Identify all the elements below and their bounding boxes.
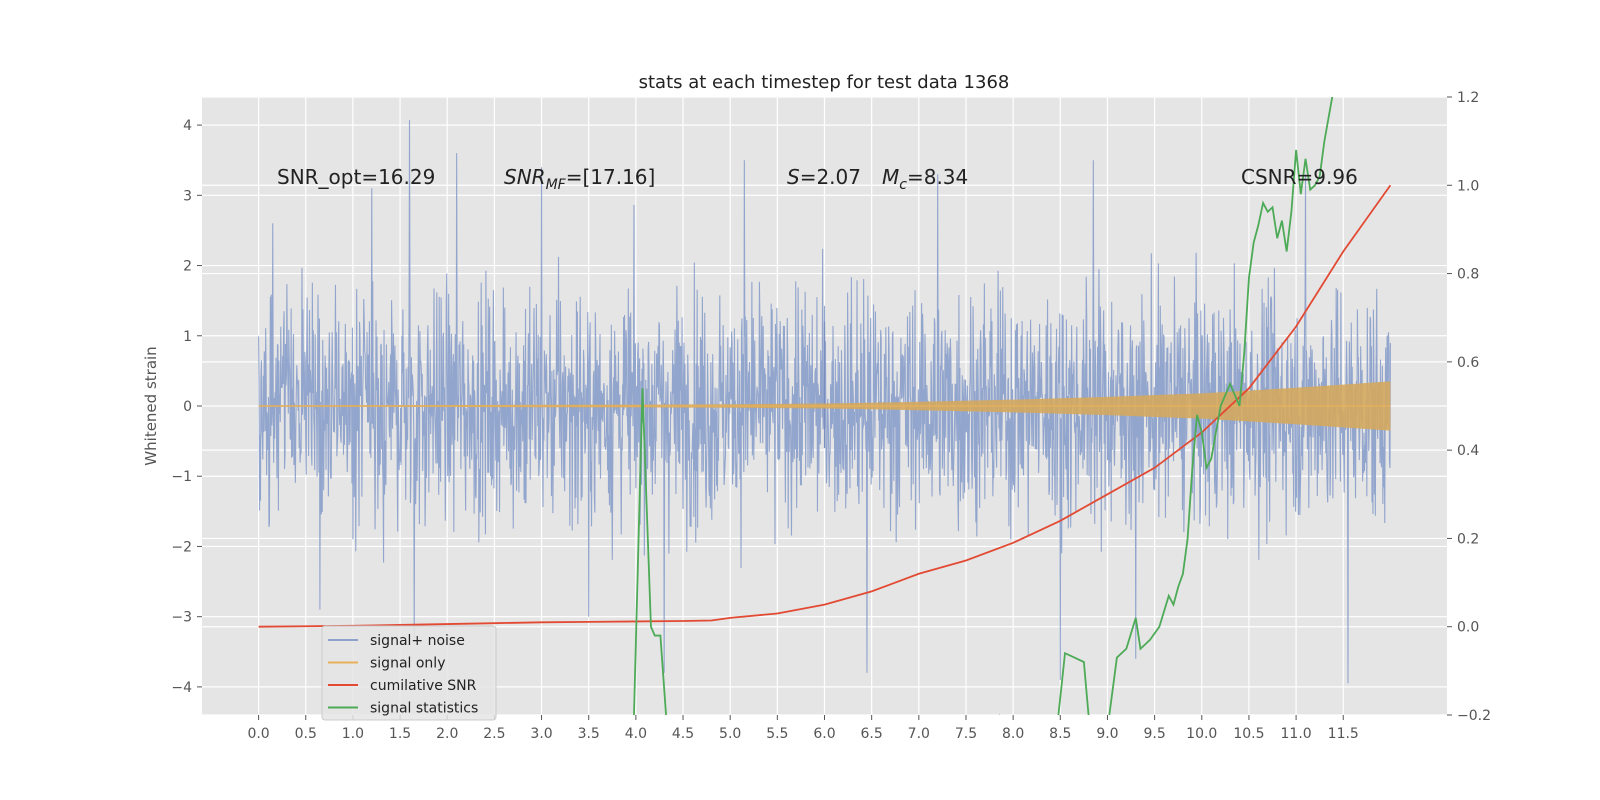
- right-y-tick-label: 0.8: [1457, 267, 1479, 283]
- y-tick-label: 1: [183, 329, 192, 345]
- series-signal-statistics-segment: [633, 388, 667, 715]
- x-tick-label: 3.0: [530, 726, 552, 742]
- right-y-tick-label: 0.6: [1457, 355, 1479, 371]
- x-tick-label: 8.5: [1049, 726, 1071, 742]
- x-tick-label: 9.5: [1143, 726, 1165, 742]
- x-tick-label: 10.0: [1186, 726, 1217, 742]
- data-layer: [258, 97, 1392, 715]
- x-tick-label: 4.5: [672, 726, 694, 742]
- x-tick-label: 7.0: [908, 726, 930, 742]
- x-tick-label: 9.0: [1096, 726, 1118, 742]
- x-tick-label: 1.5: [389, 726, 411, 742]
- y-axis-label: Whitened strain: [142, 346, 160, 465]
- y-tick-label: −2: [171, 539, 192, 555]
- annotation-s-var: S: [787, 165, 800, 189]
- x-tick-label: 3.5: [578, 726, 600, 742]
- series-signal-statistics-segment: [1057, 651, 1090, 715]
- x-tick-label: 10.5: [1233, 726, 1264, 742]
- annotation-snr-mf-main: SNR: [504, 165, 546, 189]
- x-tick-label: 0.0: [247, 726, 269, 742]
- right-y-tick-label: 1.2: [1457, 90, 1479, 106]
- y-tick-label: 0: [183, 399, 192, 415]
- legend-label: cumilative SNR: [370, 678, 477, 694]
- annotation-snr-mf-sub: MF: [546, 177, 567, 193]
- annotation-s: S=2.07: [787, 165, 861, 189]
- y-tick-label: −3: [171, 610, 192, 626]
- annotation-mc-value: =8.34: [907, 165, 968, 189]
- annotation-mc-sub: c: [899, 177, 907, 193]
- x-tick-label: 6.0: [813, 726, 835, 742]
- x-tick-label: 4.0: [625, 726, 647, 742]
- x-tick-label: 8.0: [1002, 726, 1024, 742]
- y-tick-label: 2: [183, 259, 192, 275]
- annotation-mc-var: M: [882, 165, 899, 189]
- annotation-snr-mf-value: =[17.16]: [566, 165, 656, 189]
- right-y-tick-label: 0.4: [1457, 443, 1479, 459]
- x-tick-label: 11.5: [1328, 726, 1359, 742]
- right-y-tick-label: 0.2: [1457, 531, 1479, 547]
- legend-label: signal statistics: [370, 701, 478, 717]
- series-signal-noise: [258, 120, 1391, 684]
- y-tick-label: 3: [183, 188, 192, 204]
- right-y-tick-label: −0.2: [1457, 708, 1491, 724]
- axes: 0.0 0.5 1.0 1.5 2.0 2.5 3.0 3.5 4.0 4.5 5.0 5.5 6.0 6…: [171, 90, 1491, 742]
- chart-title: stats at each timestep for test data 136…: [639, 72, 1010, 93]
- x-tick-label: 5.5: [766, 726, 788, 742]
- annotation-snr-opt: SNR_opt=16.29: [277, 165, 435, 189]
- x-tick-label: 2.0: [436, 726, 458, 742]
- x-tick-label: 2.5: [483, 726, 505, 742]
- x-tick-label: 5.0: [719, 726, 741, 742]
- x-tick-label: 1.0: [342, 726, 364, 742]
- y-tick-label: −1: [171, 469, 192, 485]
- series-cumulative-snr: [258, 184, 1392, 628]
- x-tick-label: 7.5: [955, 726, 977, 742]
- y-tick-label: 4: [183, 118, 192, 134]
- x-tick-label: 6.5: [861, 726, 883, 742]
- y-tick-label: −4: [171, 680, 192, 696]
- x-tick-label: 11.0: [1281, 726, 1312, 742]
- legend-label: signal only: [370, 656, 445, 672]
- legend-box: [321, 625, 497, 721]
- legend-label: signal+ noise: [370, 633, 465, 649]
- right-y-tick-label: 0.0: [1457, 620, 1479, 636]
- right-y-tick-label: 1.0: [1457, 178, 1479, 194]
- annotation-s-value: =2.07: [800, 165, 861, 189]
- x-tick-label: 0.5: [295, 726, 317, 742]
- annotation-mc: Mc=8.34: [882, 165, 968, 193]
- legend: signal+ noise signal only cumilative SNR si…: [321, 625, 497, 721]
- annotation-csnr: CSNR=9.96: [1241, 165, 1358, 189]
- series-signal-statistics-segment: [1108, 97, 1334, 715]
- annotation-snr-mf: SNRMF=[17.16]: [504, 165, 655, 193]
